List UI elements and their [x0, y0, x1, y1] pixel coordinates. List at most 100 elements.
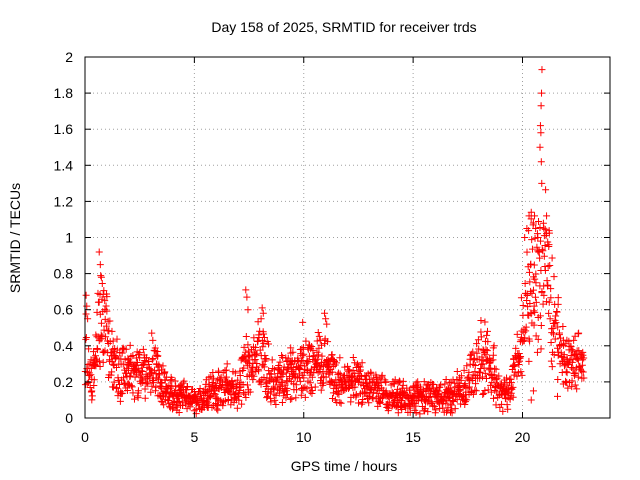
data-point: [369, 388, 377, 396]
data-point: [527, 208, 535, 216]
data-point: [126, 341, 134, 349]
data-point: [82, 291, 90, 299]
data-point: [536, 122, 544, 130]
data-point: [474, 336, 482, 344]
data-point: [354, 362, 362, 370]
data-point: [368, 393, 376, 401]
data-point: [567, 351, 575, 359]
data-point: [531, 275, 539, 283]
data-point: [297, 361, 305, 369]
data-point: [555, 329, 563, 337]
data-point: [262, 355, 270, 363]
data-point: [110, 348, 118, 356]
data-point: [559, 341, 567, 349]
data-point: [126, 372, 134, 380]
data-point: [570, 336, 578, 344]
data-point: [308, 343, 316, 351]
data-point: [318, 352, 326, 360]
data-point: [245, 353, 253, 361]
data-point: [328, 394, 336, 402]
data-point: [317, 386, 325, 394]
data-point: [547, 338, 555, 346]
data-point: [503, 401, 511, 409]
data-point: [358, 373, 366, 381]
data-point: [159, 362, 167, 370]
data-point: [252, 344, 260, 352]
data-point: [548, 363, 556, 371]
data-point: [299, 384, 307, 392]
data-point: [536, 143, 544, 151]
data-point: [334, 369, 342, 377]
data-point: [325, 360, 333, 368]
data-point: [286, 395, 294, 403]
data-point: [553, 308, 561, 316]
data-point: [82, 333, 90, 341]
data-point: [523, 224, 531, 232]
data-point: [206, 386, 214, 394]
data-point: [250, 372, 258, 380]
data-point: [571, 381, 579, 389]
data-point: [580, 374, 588, 382]
data-point: [328, 351, 336, 359]
data-point: [450, 398, 458, 406]
data-point: [358, 400, 366, 408]
data-point: [188, 398, 196, 406]
data-point: [160, 369, 168, 377]
data-point: [445, 394, 453, 402]
data-points: [81, 66, 588, 418]
data-point: [95, 298, 103, 306]
data-point: [223, 373, 231, 381]
data-point: [102, 302, 110, 310]
data-point: [298, 352, 306, 360]
data-point: [233, 404, 241, 412]
data-point: [169, 405, 176, 413]
data-point: [374, 385, 382, 393]
data-point: [538, 246, 546, 254]
x-axis-label: GPS time / hours: [291, 458, 398, 474]
data-point: [294, 354, 302, 362]
data-point: [221, 367, 229, 375]
data-point: [240, 364, 248, 372]
data-point: [256, 327, 264, 335]
data-point: [267, 370, 275, 378]
data-point: [550, 273, 558, 281]
data-point: [295, 370, 303, 378]
data-point: [313, 355, 321, 363]
data-point: [336, 354, 344, 362]
data-point: [161, 376, 169, 384]
data-point: [478, 353, 486, 361]
data-point: [544, 262, 552, 270]
data-point: [242, 286, 250, 294]
data-point: [84, 360, 92, 368]
data-point: [515, 350, 523, 358]
data-point: [122, 345, 130, 353]
data-point: [509, 383, 517, 391]
data-point: [96, 363, 104, 371]
data-point: [108, 368, 116, 376]
data-point: [429, 402, 437, 410]
data-point: [117, 388, 125, 396]
data-point: [145, 360, 153, 368]
data-point: [492, 365, 500, 373]
data-point: [469, 348, 477, 356]
data-point: [115, 377, 123, 385]
data-point: [85, 372, 93, 380]
data-point: [315, 332, 323, 340]
data-point: [489, 394, 497, 402]
data-point: [503, 374, 511, 382]
data-point: [323, 320, 331, 328]
data-point: [561, 340, 569, 348]
data-point: [231, 369, 239, 377]
data-point: [557, 349, 565, 357]
y-tick-label: 2: [65, 49, 73, 65]
data-point: [109, 337, 117, 345]
data-point: [249, 376, 257, 384]
data-point: [477, 333, 485, 341]
data-point: [263, 394, 271, 402]
y-axis-label: SRMTID / TECUs: [7, 183, 23, 293]
data-point: [547, 285, 555, 293]
data-point: [545, 309, 553, 317]
data-point: [123, 386, 131, 394]
data-point: [431, 402, 439, 410]
